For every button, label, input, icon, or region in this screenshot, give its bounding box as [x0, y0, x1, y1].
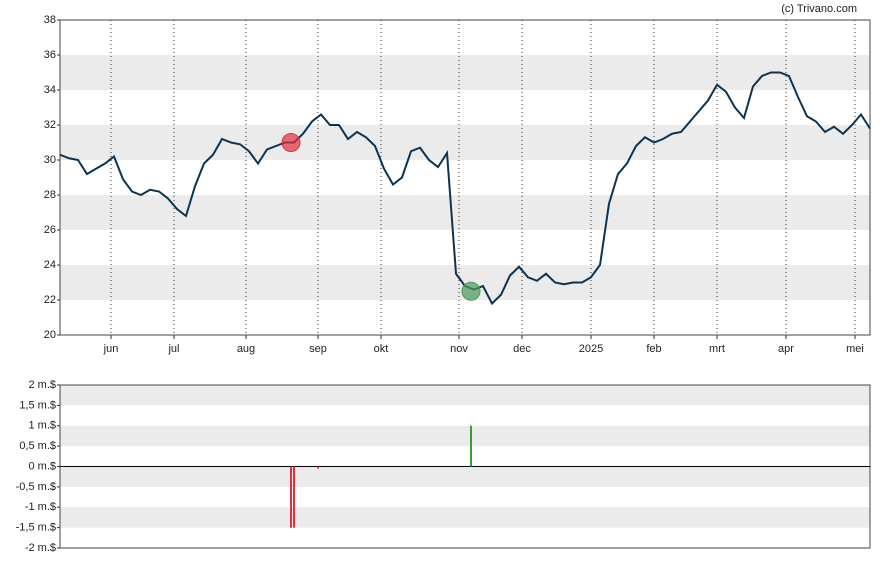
y-tick-label: 24: [44, 259, 56, 271]
grid-band: [60, 507, 870, 528]
y-tick-label: 22: [44, 294, 56, 306]
bar: [293, 466, 295, 528]
x-tick-label: jul: [167, 343, 179, 355]
trade-marker: [281, 133, 301, 152]
x-tick-label: sep: [309, 343, 327, 355]
grid-band: [60, 55, 870, 90]
x-tick-label: aug: [237, 343, 255, 355]
x-tick-label: jun: [103, 343, 119, 355]
y-tick-label: 34: [44, 84, 56, 96]
y-tick-label: 28: [44, 189, 56, 201]
y-tick-label: -1,5 m.$: [16, 522, 56, 534]
grid-band: [60, 466, 870, 487]
y-tick-label: 1 m.$: [28, 420, 56, 432]
y-tick-label: 26: [44, 224, 56, 236]
x-tick-label: nov: [450, 343, 468, 355]
x-tick-label: mrt: [709, 343, 725, 355]
bar: [290, 466, 292, 528]
bar: [470, 425, 472, 467]
y-tick-label: 2 m.$: [28, 379, 56, 391]
y-tick-label: -1 m.$: [25, 501, 56, 513]
x-tick-label: feb: [646, 343, 661, 355]
y-tick-label: -0,5 m.$: [16, 481, 56, 493]
y-tick-label: 30: [44, 154, 56, 166]
x-tick-label: dec: [513, 343, 531, 355]
x-tick-label: mei: [846, 343, 864, 355]
y-tick-label: 36: [44, 49, 56, 61]
x-tick-label: 2025: [579, 343, 603, 355]
x-tick-label: apr: [778, 343, 794, 355]
trade-marker: [461, 281, 481, 301]
plot-frame: [59, 19, 871, 336]
y-tick-label: 38: [44, 14, 56, 26]
y-tick-label: 0,5 m.$: [19, 440, 56, 452]
y-tick-label: 1,5 m.$: [19, 399, 56, 411]
y-tick-label: 32: [44, 119, 56, 131]
grid-band: [60, 125, 870, 160]
grid-band: [60, 195, 870, 230]
credit: (c) Trivano.com: [781, 3, 857, 15]
x-tick-label: okt: [374, 343, 389, 355]
y-tick-label: -2 m.$: [25, 542, 56, 554]
bar: [317, 466, 319, 469]
grid-band: [60, 385, 870, 406]
y-tick-label: 20: [44, 329, 56, 341]
y-tick-label: 0 m.$: [28, 460, 56, 472]
grid-band: [60, 425, 870, 447]
